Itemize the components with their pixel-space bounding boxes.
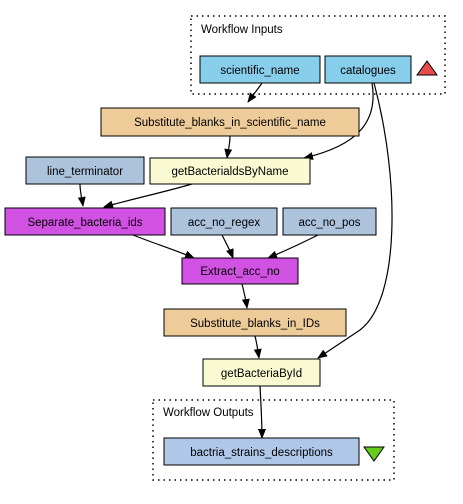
- outputs-triangle-icon: [363, 446, 385, 462]
- edge-acc-no-regex-to-extract: [221, 234, 234, 259]
- node-getbacteriabyid[interactable]: getBacteriaById: [202, 358, 321, 387]
- edge-extract-to-substitute-ids: [241, 283, 250, 309]
- node-bactria-strains-descriptions[interactable]: bactria_strains_descriptions: [163, 437, 360, 466]
- node-substitute-blanks-in-scientific-name[interactable]: Substitute_blanks_in_scientific_name: [100, 107, 360, 137]
- node-label: getBacteriaById: [221, 368, 302, 380]
- edge-getbacteriabyid-to-output: [257, 385, 266, 439]
- workflow-inputs-label: Workflow Inputs: [201, 24, 283, 36]
- inputs-triangle-icon: [416, 60, 438, 76]
- node-label: catalogues: [340, 65, 396, 77]
- edge-getbacterialdsbyname-to-separate: [103, 183, 193, 209]
- edge-separate-to-extract: [127, 232, 195, 259]
- node-line-terminator[interactable]: line_terminator: [25, 156, 145, 185]
- node-label: Substitute_blanks_in_IDs: [190, 318, 320, 330]
- node-acc-no-pos[interactable]: acc_no_pos: [282, 207, 377, 236]
- edge-substitute-ids-to-getbacteriabyid: [253, 335, 262, 359]
- node-label: bactria_strains_descriptions: [190, 447, 333, 459]
- node-catalogues[interactable]: catalogues: [324, 55, 412, 84]
- edge-catalogues-to-getbacterialdsbyname: [303, 82, 374, 160]
- node-separate-bacteria-ids[interactable]: Separate_bacteria_ids: [4, 207, 166, 236]
- node-label: acc_no_regex: [188, 217, 260, 229]
- edge-catalogues-to-getbacteriabyid: [317, 82, 393, 359]
- workflow-inputs-cluster: Workflow Inputs: [190, 15, 446, 95]
- node-substitute-blanks-in-ids[interactable]: Substitute_blanks_in_IDs: [163, 308, 347, 337]
- node-label: Extract_acc_no: [200, 266, 279, 278]
- edge-substitute-scientific-to-getbacterialdsbyname: [224, 135, 233, 159]
- node-acc-no-regex[interactable]: acc_no_regex: [170, 207, 278, 236]
- edge-scientific-name-to-substitute-scientific: [247, 82, 263, 103]
- node-label: line_terminator: [47, 166, 123, 178]
- workflow-outputs-label: Workflow Outputs: [163, 407, 254, 419]
- edges: [77, 82, 393, 439]
- node-getbacterialdsbyname[interactable]: getBacterialdsByName: [149, 157, 311, 185]
- edge-line-terminator-to-separate: [77, 183, 86, 207]
- workflow-outputs-cluster: Workflow Outputs: [152, 399, 395, 481]
- node-label: scientific_name: [220, 65, 299, 77]
- edge-acc-no-pos-to-extract: [267, 234, 319, 259]
- node-extract-acc-no[interactable]: Extract_acc_no: [181, 257, 299, 285]
- node-label: getBacterialdsByName: [172, 166, 289, 178]
- node-label: Substitute_blanks_in_scientific_name: [134, 117, 326, 129]
- node-label: acc_no_pos: [298, 217, 360, 229]
- node-label: Separate_bacteria_ids: [27, 217, 142, 229]
- node-scientific-name[interactable]: scientific_name: [199, 55, 321, 84]
